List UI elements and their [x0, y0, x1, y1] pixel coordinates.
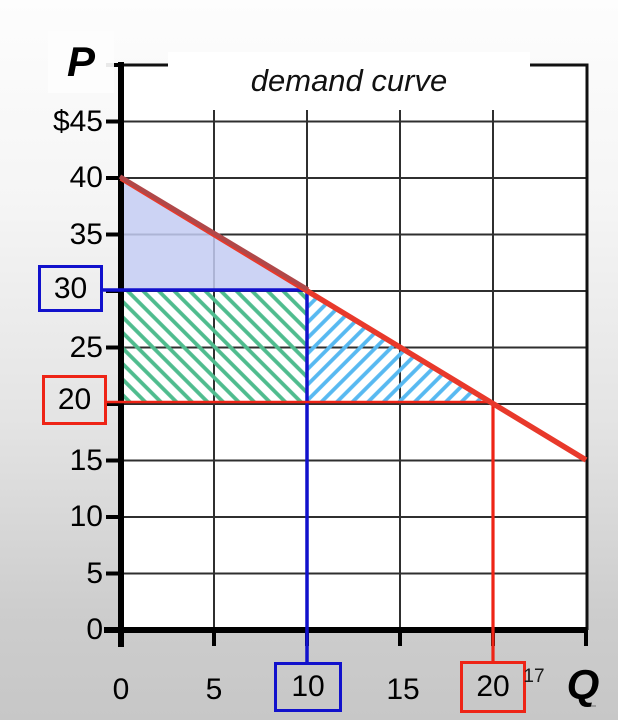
y-tick-label-15: 15: [69, 443, 103, 477]
y-tick-label-25: 25: [69, 330, 103, 364]
x-axis-title: Q: [566, 661, 600, 708]
tick-marks: [106, 63, 588, 646]
x-tick-label-20-boxed: 20: [460, 661, 526, 713]
red-guide-lines: [107, 400, 495, 662]
chart-title: demand curve: [168, 52, 530, 110]
demand-curve-dark-segment: [118, 174, 310, 292]
plot-frame: [121, 63, 589, 630]
slide-number: 17: [523, 666, 545, 687]
y-tick-label-0: 0: [86, 613, 103, 646]
x-tick-label-5: 5: [205, 673, 223, 706]
y-tick-label-35: 35: [69, 217, 103, 251]
x-tick-label-0: 0: [112, 673, 130, 706]
axes: [104, 62, 587, 647]
x-tick-label-10-boxed: 10: [274, 662, 342, 712]
blue-guide-lines: [103, 288, 309, 663]
y-tick-label-5: 5: [86, 556, 103, 590]
x-tick-label-15: 15: [386, 673, 420, 706]
y-tick-label-40: 40: [69, 161, 103, 194]
y-axis-title: P: [66, 38, 95, 85]
y-axis-title-box: P: [48, 31, 114, 93]
y-tick-label-20-boxed: 20: [42, 375, 107, 425]
y-tick-label-10: 10: [69, 500, 103, 533]
y-tick-label-45: $45: [52, 104, 103, 138]
y-tick-label-30-boxed: 30: [38, 265, 103, 312]
x-axis-title-box: Q: [556, 661, 610, 708]
green-hatched-rectangle: [121, 292, 307, 402]
